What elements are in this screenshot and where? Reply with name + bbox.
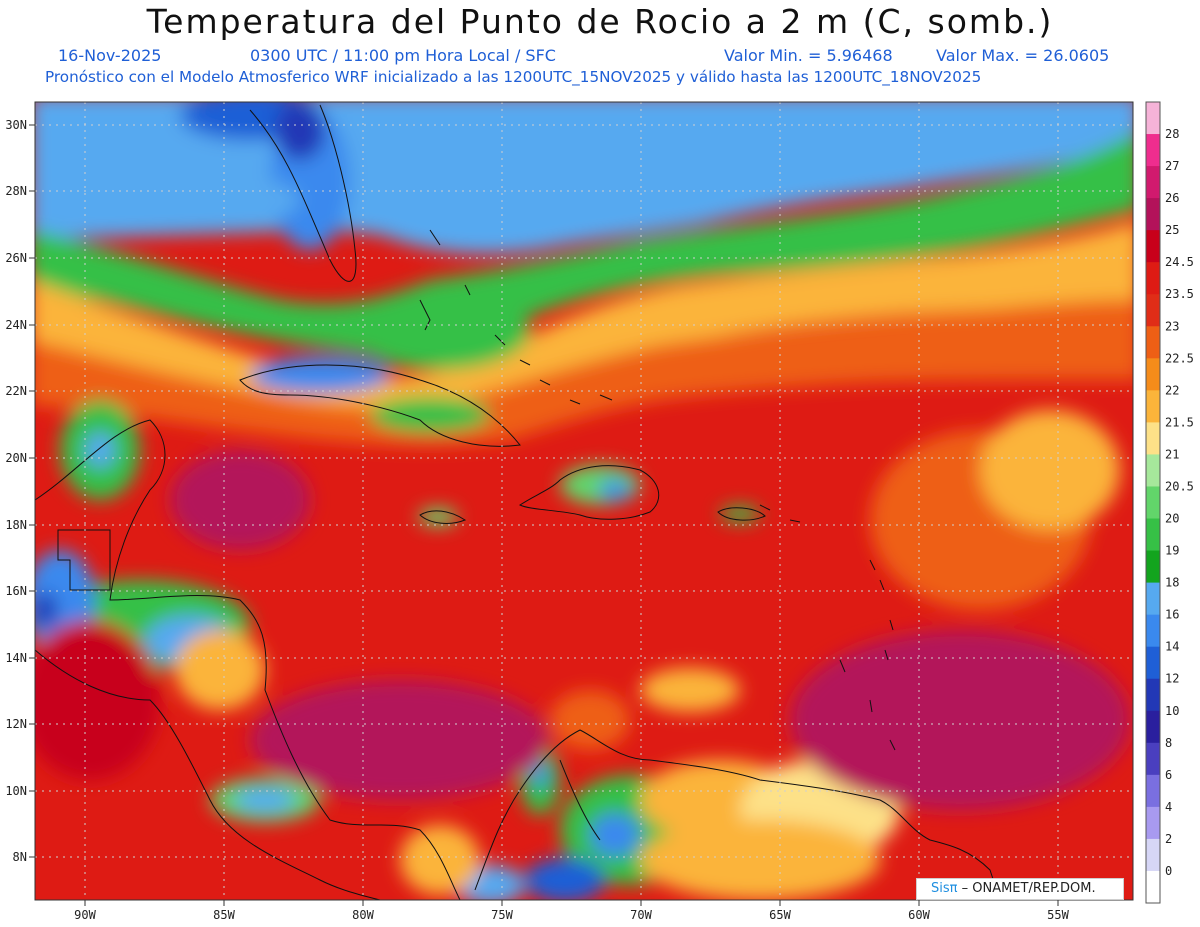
legend-label: 25 [1165,223,1179,237]
islands [419,229,896,751]
legend-swatch [1146,806,1160,840]
forecast-date: 16-Nov-2025 [58,46,162,65]
legend-label: 16 [1165,608,1179,622]
legend-label: 23 [1165,319,1179,333]
map-frame [34,101,1134,901]
legend-swatch [1146,326,1160,359]
lon-label: 70W [630,908,652,922]
legend-label: 22 [1165,383,1179,397]
lat-label: 24N [5,318,27,332]
legend-label: 2 [1165,832,1172,846]
model-info: Pronóstico con el Modelo Atmosferico WRF… [45,68,982,86]
legend-label: 19 [1165,544,1179,558]
lon-label: 85W [213,908,235,922]
lat-label: 20N [5,451,27,465]
longitude-axis: 90W 85W 80W 75W 70W 65W 60W 55W [74,900,1070,922]
legend-label: 28 [1165,127,1179,141]
legend-swatch [1146,870,1160,904]
legend-label: 21 [1165,447,1179,461]
lat-label: 10N [5,784,27,798]
value-max: Valor Max. = 26.0605 [936,46,1110,65]
lat-label: 26N [5,251,27,265]
legend-swatch [1146,838,1160,872]
legend-label: 14 [1165,640,1179,654]
lon-label: 65W [769,908,791,922]
gridlines [35,102,1133,900]
legend-label: 18 [1165,576,1179,590]
legend-label: 23.5 [1165,287,1194,301]
legend-swatch [1146,710,1160,744]
credit-brand: Sisπ [931,881,958,896]
legend-label: 22.5 [1165,351,1194,365]
map-title: Temperatura del Punto de Rocio a 2 m (C,… [146,2,1054,41]
legend-label: 27 [1165,159,1179,173]
legend-swatch [1146,614,1160,648]
legend-swatch [1146,646,1160,680]
lat-label: 30N [5,118,27,132]
legend-swatch [1146,742,1160,776]
legend-label: 4 [1165,800,1172,814]
lat-label: 12N [5,717,27,731]
legend-swatch [1146,550,1160,584]
legend-swatch [1146,390,1160,423]
color-legend: 2827262524.523.52322.52221.52120.5201918… [1145,101,1194,904]
legend-swatch [1146,582,1160,616]
legend-label: 20 [1165,512,1179,526]
legend-label: 24.5 [1165,255,1194,269]
lat-label: 28N [5,184,27,198]
lon-label: 55W [1047,908,1069,922]
legend-swatch [1146,518,1160,552]
legend-label: 12 [1165,672,1179,686]
legend-label: 21.5 [1165,415,1194,429]
lon-label: 90W [74,908,96,922]
forecast-time: 0300 UTC / 11:00 pm Hora Local / SFC [250,46,556,65]
lat-label: 18N [5,518,27,532]
legend-label: 10 [1165,704,1179,718]
legend-swatch [1146,678,1160,712]
lat-label: 16N [5,584,27,598]
legend-frame [1145,101,1161,904]
coastlines [34,104,1001,901]
legend-swatch [1146,774,1160,808]
legend-swatch [1146,358,1160,391]
legend-label: 26 [1165,191,1179,205]
legend-label: 0 [1165,864,1172,878]
legend-swatch [1146,102,1160,135]
legend-swatch [1146,134,1160,167]
legend-swatch [1146,294,1160,327]
legend-swatch [1146,454,1160,487]
legend-swatch [1146,262,1160,295]
lat-label: 8N [13,850,27,864]
lon-label: 60W [908,908,930,922]
legend-swatch [1146,198,1160,231]
legend-swatch [1146,422,1160,455]
legend-label: 20.5 [1165,479,1194,493]
legend-label: 8 [1165,736,1172,750]
credit-box: Sisπ – ONAMET/REP.DOM. [916,878,1124,900]
legend-swatch [1146,230,1160,263]
latitude-axis: 30N 28N 26N 24N 22N 20N 18N 16N 14N 12N … [5,118,35,864]
lat-label: 14N [5,651,27,665]
lon-label: 80W [352,908,374,922]
lat-label: 22N [5,384,27,398]
value-min: Valor Min. = 5.96468 [724,46,893,65]
dewpoint-field [35,102,1133,900]
credit-text: – ONAMET/REP.DOM. [961,881,1096,896]
legend-swatch [1146,486,1160,520]
legend-swatch [1146,166,1160,199]
legend-label: 6 [1165,768,1172,782]
lon-label: 75W [491,908,513,922]
